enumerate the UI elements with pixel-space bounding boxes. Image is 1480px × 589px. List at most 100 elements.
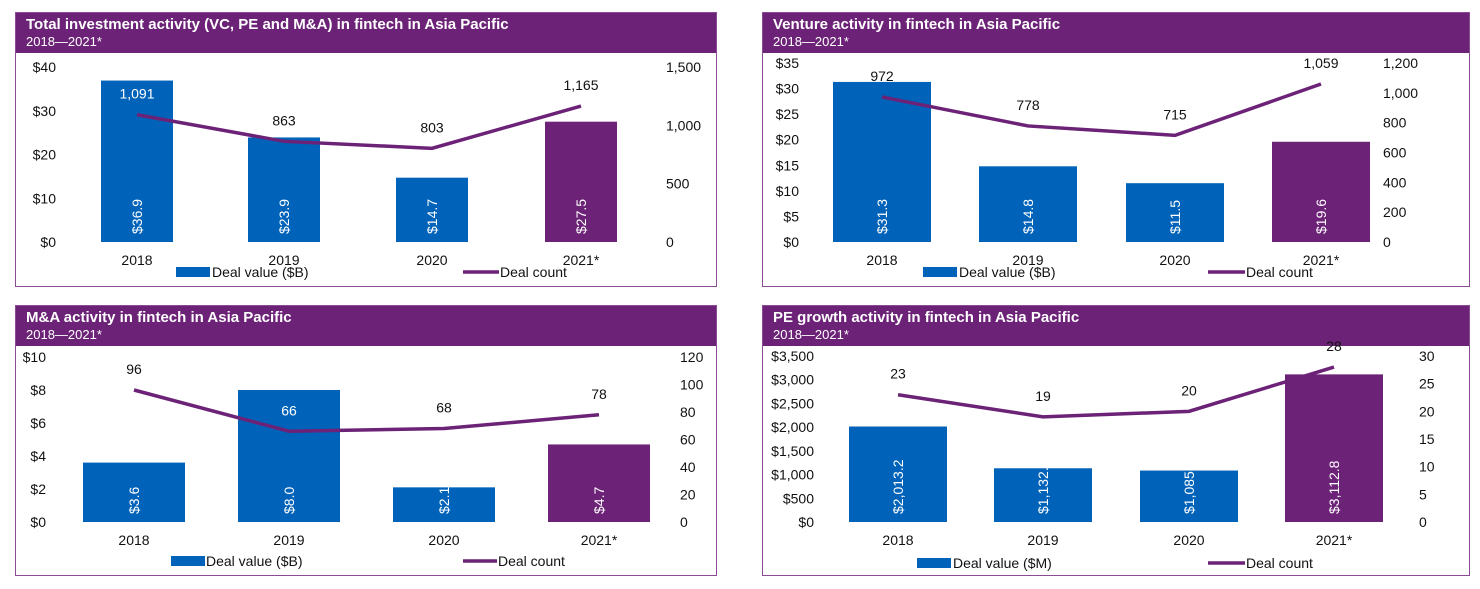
deal-value-bar: [548, 444, 650, 522]
right-axis-tick: 5: [1419, 486, 1427, 502]
deal-count-label: 803: [420, 119, 444, 135]
deal-count-label: 778: [1016, 97, 1040, 113]
category-label: 2019: [1012, 252, 1043, 268]
chart-header: M&A activity in fintech in Asia Pacific 2…: [16, 306, 716, 346]
left-axis-tick: $30: [776, 81, 800, 97]
deal-value-label: $31.3: [874, 199, 890, 234]
chart-header: Total investment activity (VC, PE and M&…: [16, 13, 716, 53]
right-axis-tick: 40: [680, 459, 696, 475]
category-label: 2018: [866, 252, 897, 268]
deal-value-bar: [994, 468, 1092, 522]
category-label: 2021*: [581, 532, 618, 548]
left-axis-tick: $35: [776, 55, 800, 71]
category-label: 2019: [1027, 532, 1058, 548]
right-axis-tick: 0: [680, 514, 688, 530]
left-axis-tick: $0: [30, 514, 46, 530]
legend-bar-swatch: [917, 558, 951, 568]
left-axis-tick: $10: [33, 190, 57, 206]
chart-subtitle: 2018—2021*: [773, 327, 849, 342]
deal-value-bar: [979, 166, 1077, 242]
right-axis-tick: 200: [1383, 204, 1407, 220]
left-axis-tick: $30: [33, 103, 57, 119]
right-axis-tick: 60: [680, 432, 696, 448]
deal-value-bar: [1126, 183, 1224, 242]
deal-count-line: [133, 388, 600, 434]
category-label: 2019: [273, 532, 304, 548]
chart-plot: $0 $2 $4 $6 $8 $10 0 20 40 60 80 100 120 $3.6 $8.0 $2.1…: [23, 349, 704, 569]
category-label: 2020: [1173, 532, 1204, 548]
chart-plot: $0 $500 $1,000 $1,500 $2,000 $2,500 $3,000 $3,5…: [771, 338, 1435, 571]
deal-count-label: 715: [1163, 106, 1187, 122]
deal-count-label: 20: [1181, 382, 1197, 398]
legend-deal-value: Deal value ($B): [212, 264, 309, 280]
deal-value-bar: [393, 487, 495, 522]
chart-plot: $0 $10 $20 $30 $40 0 500 1,000 1,500 $36.9 $23.9 $1…: [33, 59, 702, 280]
right-axis-tick: 120: [680, 349, 704, 365]
deal-value-bar: [101, 80, 173, 242]
category-label: 2018: [882, 532, 913, 548]
right-axis-tick: 20: [680, 487, 696, 503]
left-axis-tick: $3,500: [771, 348, 814, 364]
left-axis-tick: $20: [33, 147, 57, 163]
deal-value-bar: [833, 81, 931, 243]
deal-count-label: 28: [1326, 338, 1342, 354]
right-axis-tick: 0: [666, 234, 674, 250]
deal-value-label: $11.5: [1167, 200, 1183, 234]
chart-subtitle: 2018—2021*: [773, 34, 849, 49]
deal-count-label: 972: [870, 68, 894, 84]
chart-title: PE growth activity in fintech in Asia Pa…: [773, 309, 1080, 326]
legend-deal-count: Deal count: [1246, 264, 1313, 280]
left-axis-tick: $2,000: [771, 419, 814, 435]
deal-count-label: 66: [281, 402, 297, 418]
legend-deal-value: Deal value ($B): [206, 553, 303, 569]
right-axis-tick: 600: [1383, 145, 1407, 161]
right-axis-tick: 15: [1419, 431, 1435, 447]
right-axis-tick: 1,000: [1383, 85, 1418, 101]
category-label: 2019: [268, 252, 299, 268]
deal-count-label: 78: [591, 386, 607, 402]
category-label: 2018: [118, 532, 149, 548]
deal-count-label: 19: [1035, 388, 1051, 404]
legend-bar-swatch: [171, 556, 205, 566]
left-axis-tick: $0: [783, 234, 799, 250]
deal-count-line: [881, 82, 1322, 138]
right-axis-tick: 100: [680, 377, 704, 393]
left-axis-tick: $8: [30, 382, 46, 398]
legend-deal-count: Deal count: [1246, 555, 1313, 571]
deal-value-label: $4.7: [591, 487, 607, 514]
category-label: 2020: [1159, 252, 1190, 268]
right-axis-tick: 1,000: [666, 117, 701, 133]
deal-count-label: 23: [890, 366, 906, 382]
left-axis-tick: $0: [40, 234, 56, 250]
legend-deal-count: Deal count: [498, 553, 565, 569]
deal-count-label: 68: [436, 400, 452, 416]
left-axis-tick: $2,500: [771, 395, 814, 411]
category-label: 2020: [416, 252, 447, 268]
right-axis-tick: 0: [1419, 514, 1427, 530]
deal-value-label: $36.9: [129, 199, 145, 234]
right-axis-tick: 400: [1383, 174, 1407, 190]
chart-title: Venture activity in fintech in Asia Paci…: [773, 16, 1061, 33]
deal-value-bar: [396, 177, 468, 242]
left-axis-tick: $15: [776, 157, 800, 173]
deal-value-bar: [248, 137, 320, 242]
deal-value-label: $2,013.2: [890, 459, 906, 514]
deal-count-line: [136, 104, 582, 151]
deal-count-label: 1,059: [1303, 55, 1338, 71]
legend-deal-count: Deal count: [500, 264, 567, 280]
deal-value-label: $14.8: [1020, 199, 1036, 234]
left-axis-tick: $25: [776, 106, 800, 122]
legend-deal-value: Deal value ($B): [959, 264, 1056, 280]
left-axis-tick: $3,000: [771, 372, 814, 388]
deal-count-label: 1,091: [119, 86, 154, 102]
chart-panel-venture: Venture activity in fintech in Asia Paci…: [762, 12, 1470, 287]
deal-value-bar: [1285, 374, 1383, 522]
left-axis-tick: $40: [33, 59, 57, 75]
deal-value-label: $8.0: [281, 487, 297, 514]
left-axis-tick: $4: [30, 448, 46, 464]
right-axis-tick: 500: [666, 176, 690, 192]
chart-title: M&A activity in fintech in Asia Pacific: [26, 309, 292, 326]
left-axis-tick: $2: [30, 481, 46, 497]
deal-value-bar: [1272, 141, 1370, 242]
left-axis-tick: $1,500: [771, 443, 814, 459]
